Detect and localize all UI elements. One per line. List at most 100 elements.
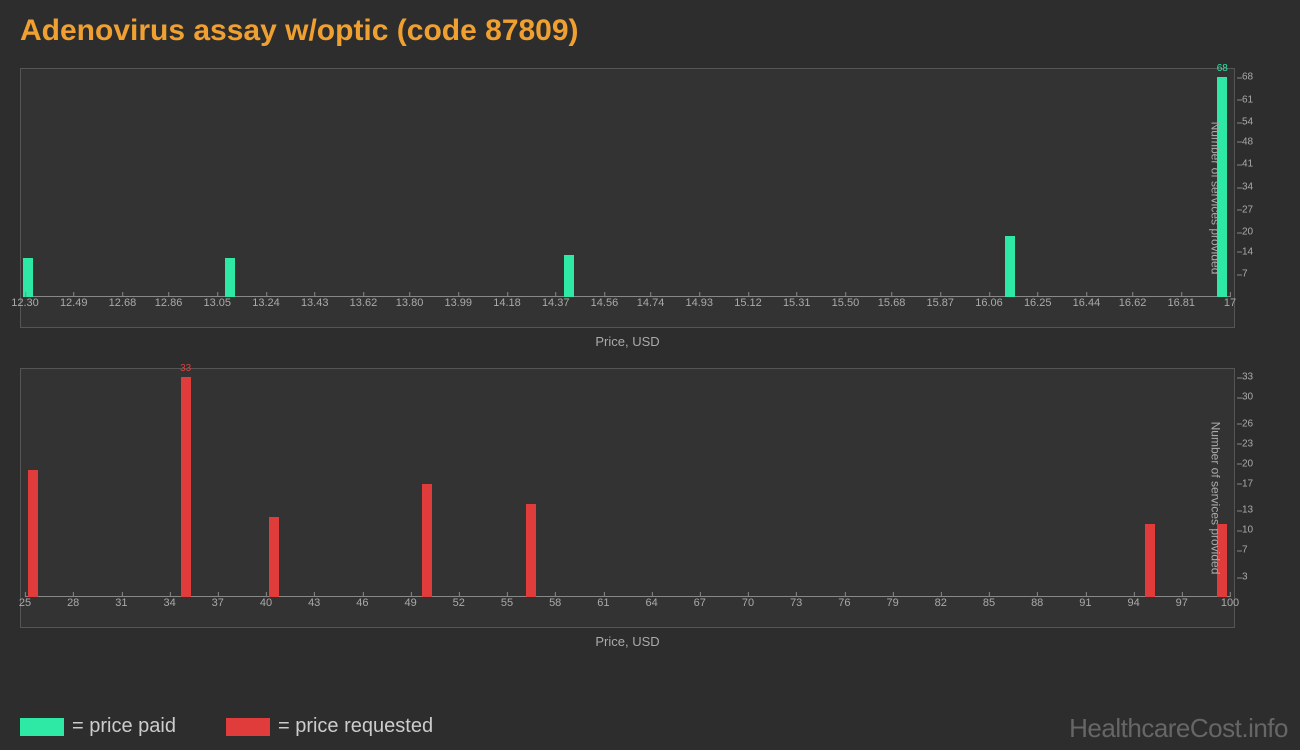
y-tick: 26 [1242, 418, 1253, 429]
x-tick: 14.18 [493, 297, 521, 309]
bar [225, 258, 235, 297]
y-axis-label-2: Number of services provided [1209, 422, 1223, 575]
x-tick: 97 [1176, 597, 1188, 609]
x-tick: 16.81 [1168, 297, 1196, 309]
bar [28, 470, 38, 597]
y-tick: 41 [1242, 159, 1253, 170]
x-tick: 17 [1224, 297, 1236, 309]
x-tick: 28 [67, 597, 79, 609]
x-ticks-2: 2528313437404346495255586164677073767982… [25, 597, 1230, 615]
y-ticks-1: 7142027344148546168 [1236, 77, 1264, 297]
x-tick: 82 [935, 597, 947, 609]
y-tick: 7 [1242, 545, 1248, 556]
chart-price-requested: 33 2528313437404346495255586164677073767… [20, 368, 1235, 628]
bar [1005, 236, 1015, 297]
y-tick: 20 [1242, 227, 1253, 238]
x-tick: 43 [308, 597, 320, 609]
x-tick: 91 [1079, 597, 1091, 609]
x-tick: 61 [597, 597, 609, 609]
x-tick: 12.86 [155, 297, 183, 309]
x-tick: 100 [1221, 597, 1239, 609]
x-ticks-1: 12.3012.4912.6812.8613.0513.2413.4313.62… [25, 297, 1230, 315]
x-tick: 15.50 [832, 297, 860, 309]
legend-label-paid: = price paid [72, 715, 176, 738]
bar [564, 255, 574, 297]
x-tick: 40 [260, 597, 272, 609]
x-tick: 34 [163, 597, 175, 609]
swatch-paid [20, 718, 64, 736]
y-ticks-2: 371013172023263033 [1236, 377, 1264, 597]
y-tick: 48 [1242, 136, 1253, 147]
x-tick: 16.25 [1024, 297, 1052, 309]
legend: = price paid = price requested [20, 715, 433, 738]
x-tick: 52 [453, 597, 465, 609]
bar: 33 [181, 377, 191, 597]
x-tick: 49 [404, 597, 416, 609]
x-tick: 58 [549, 597, 561, 609]
y-tick: 33 [1242, 372, 1253, 383]
x-tick: 55 [501, 597, 513, 609]
y-tick: 14 [1242, 246, 1253, 257]
x-tick: 15.31 [783, 297, 811, 309]
x-tick: 14.37 [542, 297, 570, 309]
x-axis-label-1: Price, USD [595, 334, 659, 349]
y-axis-label-1: Number of services provided [1209, 122, 1223, 275]
x-tick: 13.43 [301, 297, 329, 309]
x-tick: 70 [742, 597, 754, 609]
x-tick: 67 [694, 597, 706, 609]
x-tick: 15.87 [927, 297, 955, 309]
y-tick: 30 [1242, 392, 1253, 403]
y-tick: 17 [1242, 478, 1253, 489]
x-tick: 13.80 [396, 297, 424, 309]
swatch-requested [226, 718, 270, 736]
y-tick: 23 [1242, 438, 1253, 449]
plot-area-2: 33 [25, 377, 1230, 597]
y-tick: 7 [1242, 269, 1248, 280]
y-tick: 20 [1242, 458, 1253, 469]
y-tick: 61 [1242, 94, 1253, 105]
x-tick: 73 [790, 597, 802, 609]
x-tick: 31 [115, 597, 127, 609]
bar [526, 504, 536, 597]
x-tick: 76 [838, 597, 850, 609]
x-tick: 15.68 [878, 297, 906, 309]
x-tick: 88 [1031, 597, 1043, 609]
x-axis-label-2: Price, USD [595, 634, 659, 649]
x-tick: 12.30 [11, 297, 39, 309]
legend-label-requested: = price requested [278, 715, 433, 738]
y-tick: 34 [1242, 182, 1253, 193]
page-title: Adenovirus assay w/optic (code 87809) [0, 0, 1300, 58]
x-tick: 85 [983, 597, 995, 609]
y-tick: 3 [1242, 572, 1248, 583]
x-tick: 37 [212, 597, 224, 609]
legend-item-paid: = price paid [20, 715, 176, 738]
watermark: HealthcareCost.info [1069, 713, 1288, 744]
x-tick: 46 [356, 597, 368, 609]
bar-value-label: 33 [180, 363, 191, 374]
y-tick: 54 [1242, 117, 1253, 128]
x-tick: 16.44 [1073, 297, 1101, 309]
x-tick: 13.24 [252, 297, 280, 309]
x-tick: 15.12 [734, 297, 762, 309]
y-tick: 10 [1242, 525, 1253, 536]
x-tick: 16.06 [975, 297, 1003, 309]
bar-value-label: 68 [1217, 63, 1228, 74]
legend-item-requested: = price requested [226, 715, 433, 738]
x-tick: 13.62 [350, 297, 378, 309]
x-tick: 12.68 [109, 297, 137, 309]
bar [422, 484, 432, 597]
y-tick: 13 [1242, 505, 1253, 516]
bar [1145, 524, 1155, 597]
bar [269, 517, 279, 597]
y-tick: 68 [1242, 72, 1253, 83]
x-tick: 25 [19, 597, 31, 609]
x-tick: 13.05 [204, 297, 232, 309]
x-tick: 14.56 [591, 297, 619, 309]
y-tick: 27 [1242, 204, 1253, 215]
x-tick: 12.49 [60, 297, 88, 309]
x-tick: 16.62 [1119, 297, 1147, 309]
x-tick: 14.74 [637, 297, 665, 309]
plot-area-1: 68 [25, 77, 1230, 297]
x-tick: 13.99 [445, 297, 473, 309]
x-tick: 94 [1127, 597, 1139, 609]
